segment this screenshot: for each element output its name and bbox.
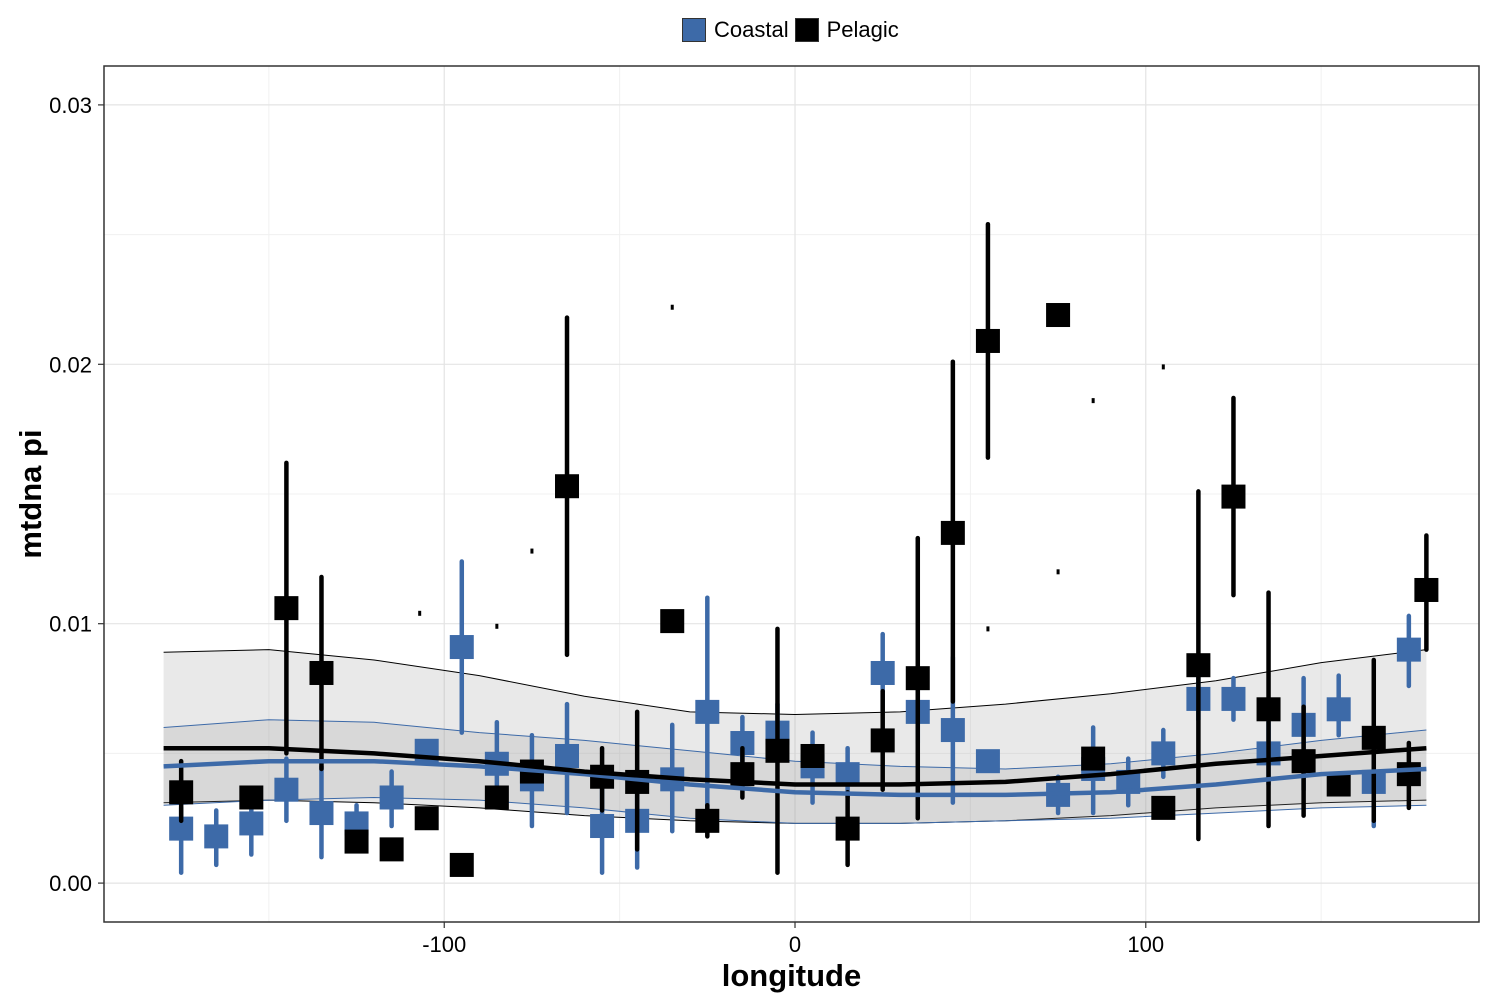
x-tick-label: 100 — [1127, 932, 1164, 957]
legend-swatch-pelagic — [794, 18, 819, 42]
point-pelagic — [309, 660, 334, 685]
point-pelagic — [835, 816, 860, 841]
point-pelagic — [800, 743, 825, 768]
point-pelagic — [1291, 749, 1316, 774]
confidence-band-coastal — [163, 719, 1427, 824]
point-pelagic — [449, 852, 474, 877]
smooth-line-coastal — [163, 758, 1427, 798]
point-pelagic — [1046, 303, 1071, 328]
stray-mark-pelagic — [530, 548, 534, 554]
smooth-line-layer — [163, 745, 1427, 798]
stray-mark-pelagic — [418, 610, 422, 616]
y-tick-label: 0.01 — [49, 612, 92, 637]
point-coastal — [1326, 697, 1351, 722]
y-tick-label: 0.02 — [49, 352, 92, 377]
point-pelagic — [274, 596, 299, 621]
legend: Coastal Pelagic — [682, 14, 905, 46]
point-coastal — [1396, 637, 1421, 662]
axis-layer: 0.00 0.01 0.02 0.03 -100 0 100 — [49, 93, 1164, 957]
point-coastal — [835, 762, 860, 787]
stray-mark-pelagic — [495, 623, 499, 629]
point-pelagic — [1151, 795, 1176, 820]
stray-mark-pelagic — [986, 626, 990, 632]
point-pelagic — [870, 728, 895, 753]
stray-mark-pelagic — [1091, 398, 1095, 404]
point-pelagic — [414, 806, 439, 831]
smooth-line-pelagic — [163, 745, 1427, 787]
confidence-band-layer — [163, 649, 1427, 824]
band-upper-pelagic — [163, 649, 1427, 716]
errorbar-layer — [418, 304, 1165, 632]
point-pelagic — [484, 785, 509, 810]
point-pelagic — [1361, 725, 1386, 750]
point-pelagic — [1326, 772, 1351, 797]
point-pelagic — [344, 829, 369, 854]
stray-mark-pelagic — [670, 304, 674, 310]
legend-item-coastal[interactable]: Coastal — [682, 17, 789, 43]
legend-label-pelagic: Pelagic — [826, 17, 899, 42]
point-coastal — [449, 635, 474, 660]
point-coastal — [379, 785, 404, 810]
point-pelagic — [765, 738, 790, 763]
y-axis-title: mtdna pi — [13, 429, 48, 558]
y-tick-label: 0.03 — [49, 93, 92, 118]
band-upper-coastal — [163, 719, 1427, 770]
point-coastal — [1221, 686, 1246, 711]
point-coastal — [555, 743, 580, 768]
y-tick-label: 0.00 — [49, 871, 92, 896]
point-pelagic — [1221, 484, 1246, 509]
panel-border — [103, 65, 1480, 923]
point-pelagic — [379, 837, 404, 862]
point-pelagic — [169, 780, 194, 805]
band-lower-coastal — [163, 796, 1427, 824]
point-pelagic — [940, 520, 965, 545]
x-tick-label: 0 — [789, 932, 801, 957]
point-pelagic — [1396, 762, 1421, 787]
point-pelagic — [975, 328, 1000, 353]
point-coastal — [695, 699, 720, 724]
point-coastal — [1151, 741, 1176, 766]
point-coastal — [204, 824, 229, 849]
point-coastal — [309, 801, 334, 826]
point-pelagic — [239, 785, 264, 810]
legend-swatch-coastal — [682, 18, 706, 42]
stray-mark-pelagic — [1056, 569, 1060, 575]
point-coastal — [239, 811, 264, 836]
point-pelagic — [695, 808, 720, 833]
legend-label-coastal: Coastal — [714, 17, 789, 42]
stray-mark-pelagic — [1161, 364, 1165, 370]
point-pelagic — [1186, 653, 1211, 678]
point-pelagic — [1081, 746, 1106, 771]
point-pelagic — [905, 666, 930, 691]
legend-item-pelagic[interactable]: Pelagic — [794, 17, 899, 43]
x-tick-label: -100 — [422, 932, 466, 957]
point-coastal — [590, 814, 615, 839]
x-axis-title: longitude — [722, 958, 861, 993]
point-coastal — [975, 749, 1000, 774]
confidence-band-pelagic — [163, 649, 1427, 824]
point-coastal — [870, 660, 895, 685]
point-pelagic — [1414, 577, 1439, 602]
point-pelagic — [660, 609, 685, 634]
point-coastal — [940, 718, 965, 743]
point-pelagic — [555, 474, 580, 499]
point-coastal — [274, 777, 299, 802]
point-pelagic — [1256, 697, 1281, 722]
